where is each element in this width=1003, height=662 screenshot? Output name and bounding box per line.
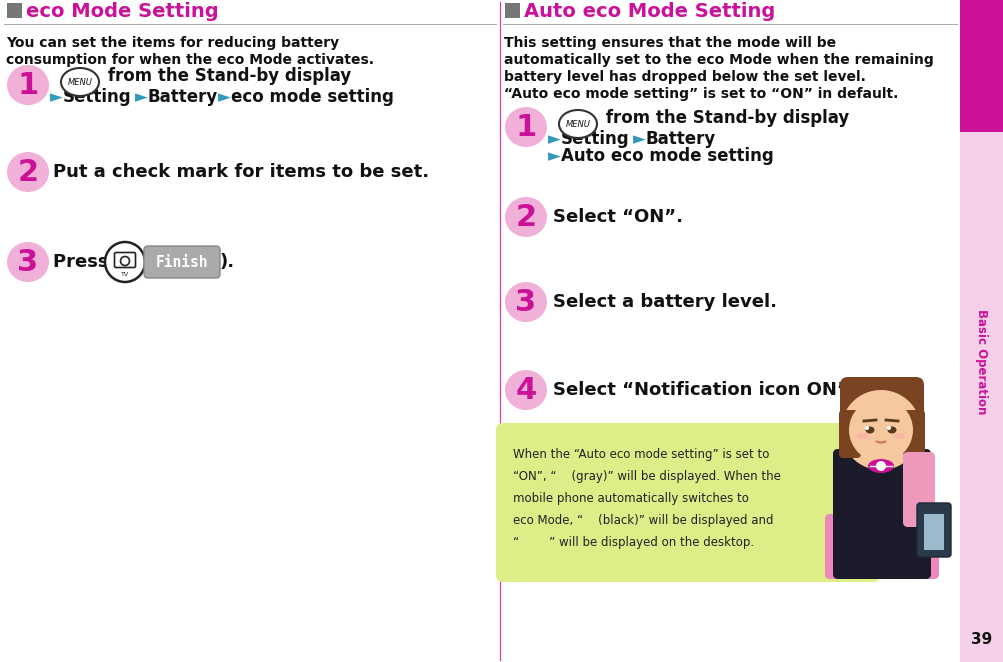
- Text: Finish: Finish: [155, 254, 208, 269]
- Ellipse shape: [868, 459, 893, 473]
- Polygon shape: [832, 405, 892, 430]
- Ellipse shape: [505, 197, 547, 237]
- Text: 4: 4: [515, 375, 536, 404]
- Text: 3: 3: [17, 248, 38, 277]
- Circle shape: [865, 426, 869, 430]
- Text: ►: ►: [218, 88, 231, 106]
- Text: 1: 1: [17, 70, 38, 99]
- FancyBboxPatch shape: [916, 503, 950, 557]
- Text: eco mode setting: eco mode setting: [231, 88, 393, 106]
- Ellipse shape: [887, 426, 896, 434]
- Ellipse shape: [7, 65, 49, 105]
- Ellipse shape: [865, 426, 874, 434]
- FancyBboxPatch shape: [832, 449, 930, 579]
- Text: mobile phone automatically switches to: mobile phone automatically switches to: [513, 492, 748, 505]
- Text: This setting ensures that the mode will be: This setting ensures that the mode will …: [504, 36, 835, 50]
- Text: Setting: Setting: [63, 88, 131, 106]
- Text: automatically set to the eco Mode when the remaining: automatically set to the eco Mode when t…: [504, 53, 933, 67]
- Text: Select “Notification icon ON”.: Select “Notification icon ON”.: [553, 381, 855, 399]
- FancyBboxPatch shape: [959, 0, 1003, 662]
- Text: 3: 3: [515, 287, 536, 316]
- Circle shape: [876, 461, 885, 471]
- FancyBboxPatch shape: [923, 514, 943, 550]
- FancyBboxPatch shape: [840, 377, 923, 435]
- Text: MENU: MENU: [565, 120, 590, 128]
- FancyBboxPatch shape: [902, 452, 934, 527]
- Ellipse shape: [559, 110, 597, 138]
- Text: consumption for when the eco Mode activates.: consumption for when the eco Mode activa…: [6, 53, 374, 67]
- Ellipse shape: [505, 107, 547, 147]
- Ellipse shape: [61, 68, 99, 96]
- Text: ►: ►: [50, 88, 62, 106]
- Text: Put a check mark for items to be set.: Put a check mark for items to be set.: [53, 163, 428, 181]
- Text: 2: 2: [17, 158, 38, 187]
- Text: from the Stand-by display: from the Stand-by display: [600, 109, 849, 127]
- Circle shape: [849, 398, 912, 462]
- Text: 39: 39: [971, 632, 992, 647]
- FancyBboxPatch shape: [7, 3, 22, 18]
- Text: battery level has dropped below the set level.: battery level has dropped below the set …: [504, 70, 865, 84]
- Text: ►: ►: [134, 88, 147, 106]
- Ellipse shape: [505, 370, 547, 410]
- Text: You can set the items for reducing battery: You can set the items for reducing batte…: [6, 36, 339, 50]
- FancyBboxPatch shape: [874, 440, 887, 462]
- Text: 1: 1: [515, 113, 536, 142]
- Circle shape: [105, 242, 144, 282]
- Text: 2: 2: [515, 203, 536, 232]
- FancyBboxPatch shape: [495, 423, 879, 582]
- Text: from the Stand-by display: from the Stand-by display: [102, 67, 351, 85]
- Text: Press: Press: [53, 253, 114, 271]
- Text: Auto eco mode setting: Auto eco mode setting: [561, 147, 773, 165]
- Text: ►: ►: [632, 130, 645, 148]
- Ellipse shape: [892, 433, 904, 439]
- Text: Setting: Setting: [561, 130, 629, 148]
- Text: Select “ON”.: Select “ON”.: [553, 208, 682, 226]
- Ellipse shape: [7, 152, 49, 192]
- Ellipse shape: [857, 433, 869, 439]
- FancyBboxPatch shape: [839, 410, 861, 458]
- FancyBboxPatch shape: [959, 0, 1003, 132]
- Text: Auto eco Mode Setting: Auto eco Mode Setting: [524, 1, 774, 21]
- Text: When the “Auto eco mode setting” is set to: When the “Auto eco mode setting” is set …: [513, 448, 768, 461]
- Text: ►: ►: [548, 130, 561, 148]
- Text: ►: ►: [548, 147, 561, 165]
- Text: “        ” will be displayed on the desktop.: “ ” will be displayed on the desktop.: [513, 536, 753, 549]
- Circle shape: [841, 390, 920, 470]
- Text: “Auto eco mode setting” is set to “ON” in default.: “Auto eco mode setting” is set to “ON” i…: [504, 87, 898, 101]
- Text: eco Mode, “    (black)” will be displayed and: eco Mode, “ (black)” will be displayed a…: [513, 514, 772, 527]
- FancyBboxPatch shape: [902, 410, 924, 456]
- Text: Battery: Battery: [147, 88, 218, 106]
- FancyBboxPatch shape: [143, 246, 220, 278]
- Ellipse shape: [7, 242, 49, 282]
- Ellipse shape: [505, 282, 547, 322]
- Text: Basic Operation: Basic Operation: [975, 309, 988, 414]
- Text: eco Mode Setting: eco Mode Setting: [26, 1, 219, 21]
- Text: Select a battery level.: Select a battery level.: [553, 293, 776, 311]
- Text: Battery: Battery: [645, 130, 715, 148]
- Text: TV: TV: [120, 271, 129, 277]
- FancyBboxPatch shape: [505, 3, 520, 18]
- Circle shape: [886, 426, 890, 430]
- FancyBboxPatch shape: [824, 514, 938, 579]
- Text: “ON”, “    (gray)” will be displayed. When the: “ON”, “ (gray)” will be displayed. When …: [513, 470, 780, 483]
- Text: MENU: MENU: [67, 77, 92, 87]
- Text: ).: ).: [220, 253, 235, 271]
